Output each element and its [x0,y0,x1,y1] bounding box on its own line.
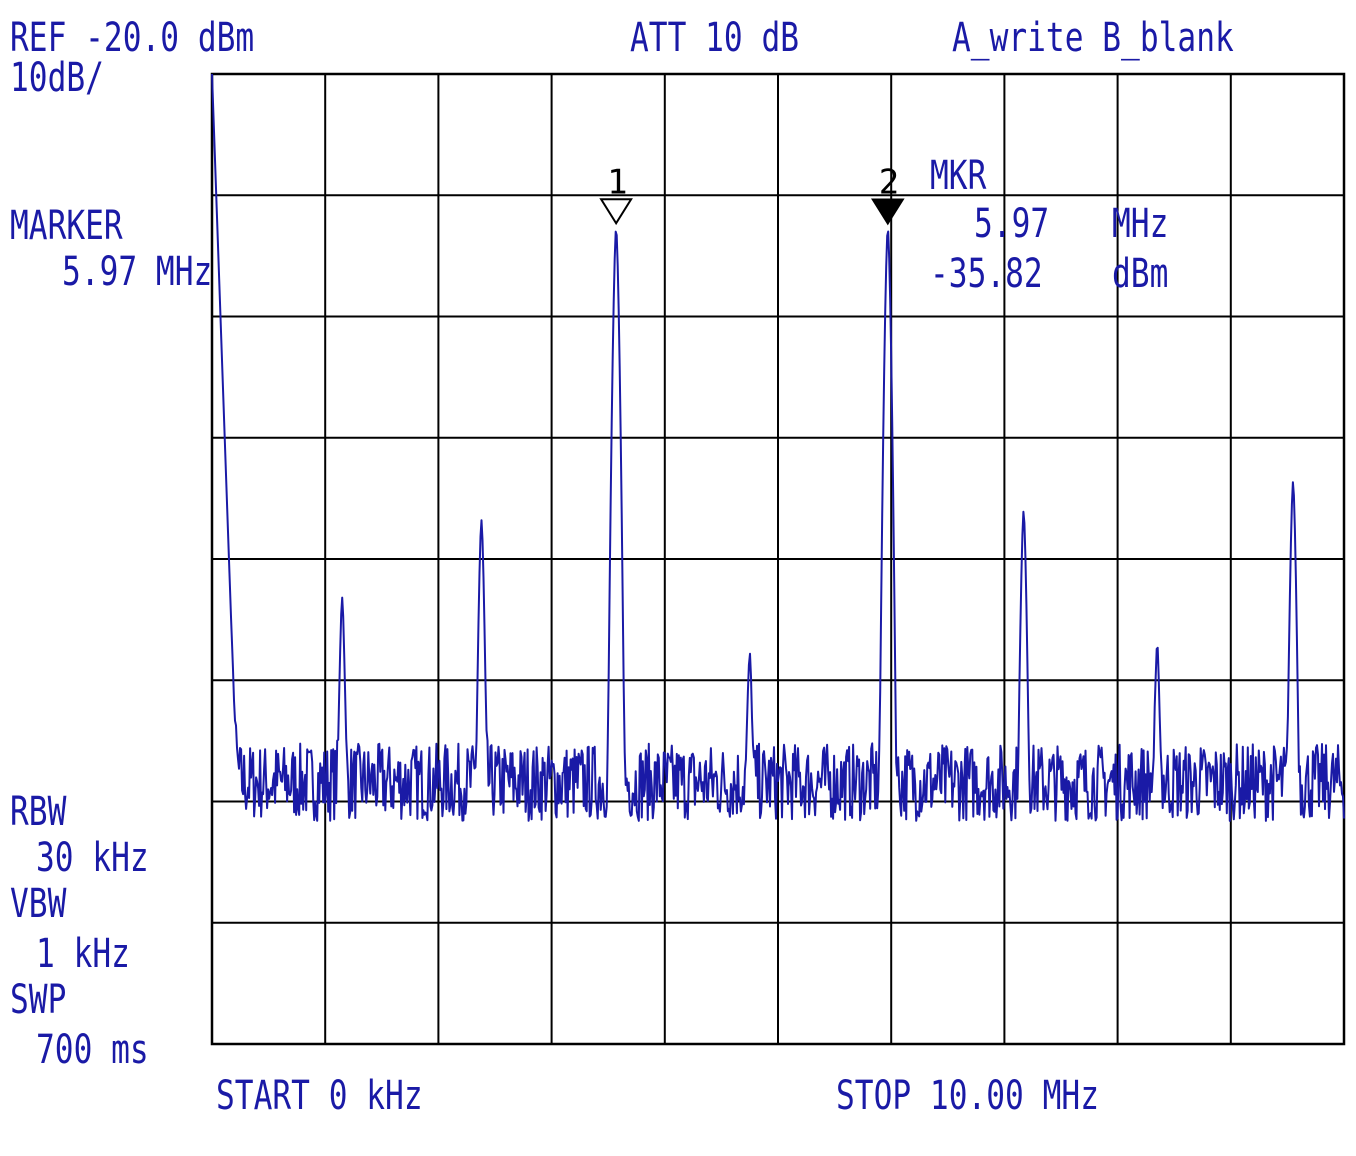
vbw-title: VBW [10,881,67,927]
start-frequency-label: START 0 kHz [216,1073,423,1119]
rbw-value: 30 kHz [36,835,149,881]
graticule-frame [210,72,1346,1046]
marker-2-triangle [870,198,905,226]
scale-per-division-label: 10dB/ [10,55,104,101]
attenuation-label: ATT 10 dB [630,15,800,61]
mkr-title: MKR [930,153,987,199]
rbw-title: RBW [10,789,67,835]
vbw-value: 1 kHz [36,931,130,977]
mkr-frequency-value: 5.97 [974,201,1050,247]
sweep-value: 700 ms [36,1027,149,1073]
marker-2-number: 2 [879,162,899,202]
trace-mode-label: A_write B_blank [952,15,1234,61]
marker-frequency-value: 5.97 MHz [62,249,213,295]
mkr-level-unit: dBm [1112,251,1169,297]
graticule-grid [212,74,1344,1044]
marker-1-number: 1 [607,162,627,202]
ref-level-label: REF -20.0 dBm [10,15,255,61]
spectrum-trace [211,73,1345,822]
marker-title: MARKER [10,203,123,249]
marker-1-triangle [599,198,633,226]
sweep-title: SWP [10,977,67,1023]
mkr-frequency-unit: MHz [1112,201,1169,247]
stop-frequency-label: STOP 10.00 MHz [836,1073,1099,1119]
mkr-level-value: -35.82 [930,251,1043,297]
